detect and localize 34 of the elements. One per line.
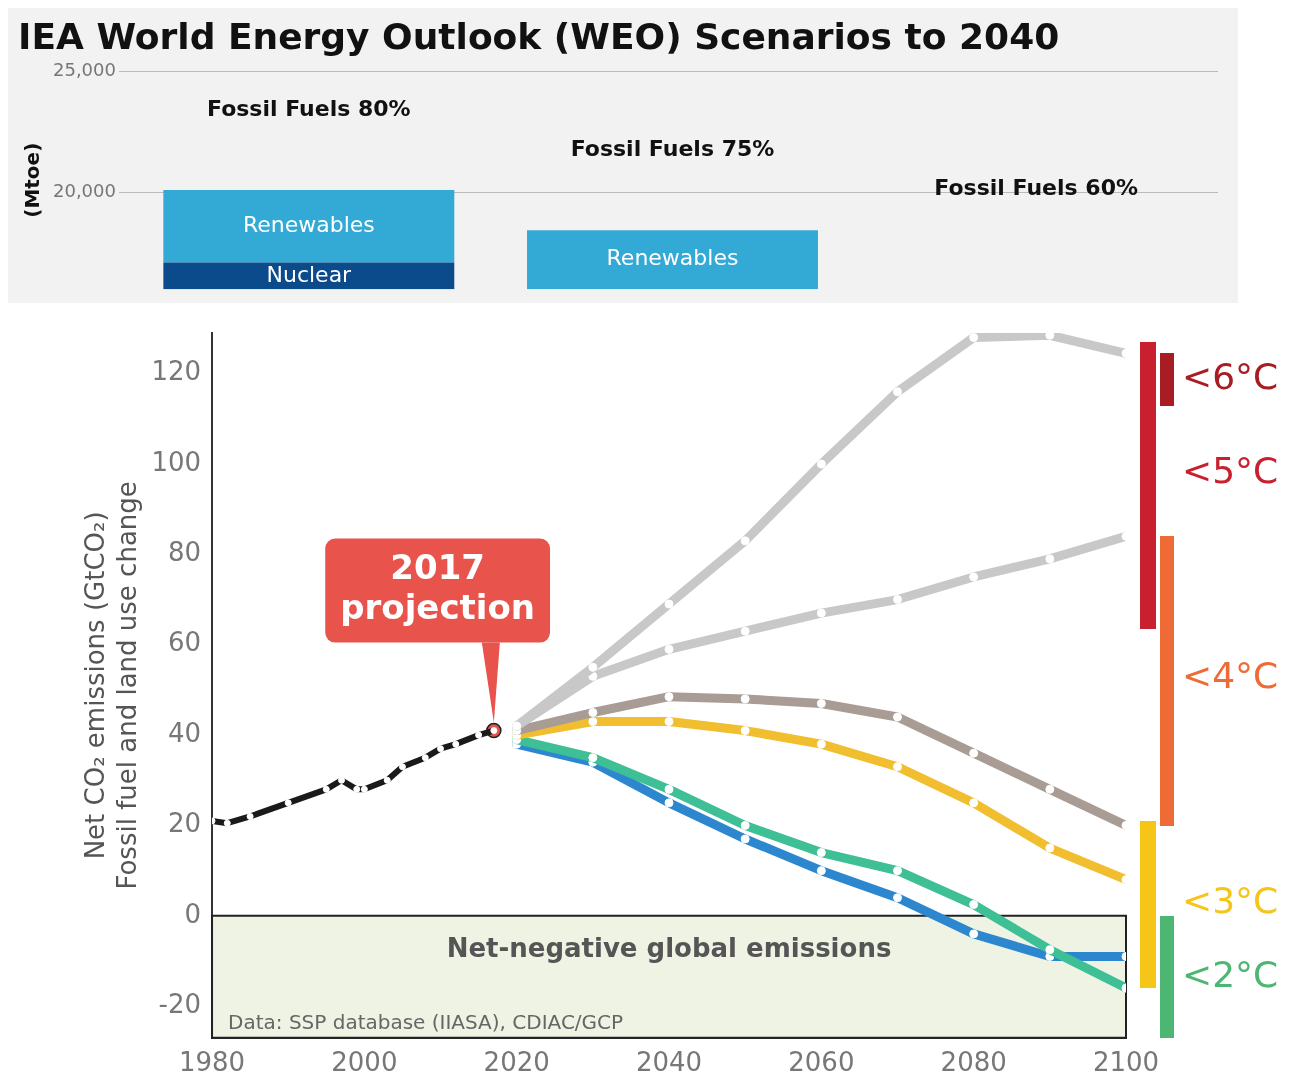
- y-tick-label: 80: [167, 537, 202, 568]
- x-tick-label: 2100: [1092, 1047, 1160, 1078]
- text: <3°C: [1182, 880, 1279, 922]
- x-tick-label: 1980: [178, 1047, 246, 1078]
- annotation: 2017 projection: [340, 547, 536, 628]
- y-tick-label: 120: [151, 356, 202, 387]
- chart-title: IEA World Energy Outlook (WEO) Scenarios to 2040: [18, 15, 1060, 57]
- x-tick-label: 2060: [788, 1047, 855, 1078]
- text: <6°C: [1182, 355, 1279, 397]
- y-tick-label: -20: [158, 988, 202, 1019]
- text: Renewables: [242, 211, 375, 237]
- y-tick-label: 20: [167, 808, 202, 839]
- y-tick-label: 60: [167, 627, 202, 658]
- x-tick-label: 2020: [483, 1047, 550, 1078]
- series-label: Renewables: [606, 245, 739, 271]
- x-tick-label: 2080: [940, 1047, 1007, 1078]
- y-axis-title: Net CO₂ emissions (GtCO₂) Fossil fuel and land use change: [80, 481, 142, 890]
- text: <4°C: [1182, 654, 1279, 696]
- y-tick-label: 100: [151, 446, 202, 477]
- text: <2°C: [1182, 954, 1279, 996]
- x-tick-label: 2000: [331, 1047, 398, 1078]
- annotation: Fossil Fuels 60%: [934, 174, 1138, 200]
- y-tick-label: 25,000: [53, 58, 116, 80]
- series-label: Nuclear: [266, 261, 353, 287]
- y-tick-label: 40: [167, 717, 202, 748]
- y-tick-label: 20,000: [53, 179, 116, 201]
- annotation: Fossil Fuels 75%: [570, 136, 775, 162]
- annotation: Fossil Fuels 80%: [206, 95, 411, 121]
- band-label: Net-negative global emissions: [446, 932, 892, 963]
- x-tick-label: 2040: [635, 1047, 703, 1078]
- y-tick-label: 0: [184, 898, 202, 929]
- annotation: Data: SSP database (IIASA), CDIAC/GCP: [228, 1010, 624, 1034]
- y-axis-title: (Mtoe): [20, 142, 45, 218]
- text: <5°C: [1182, 450, 1279, 492]
